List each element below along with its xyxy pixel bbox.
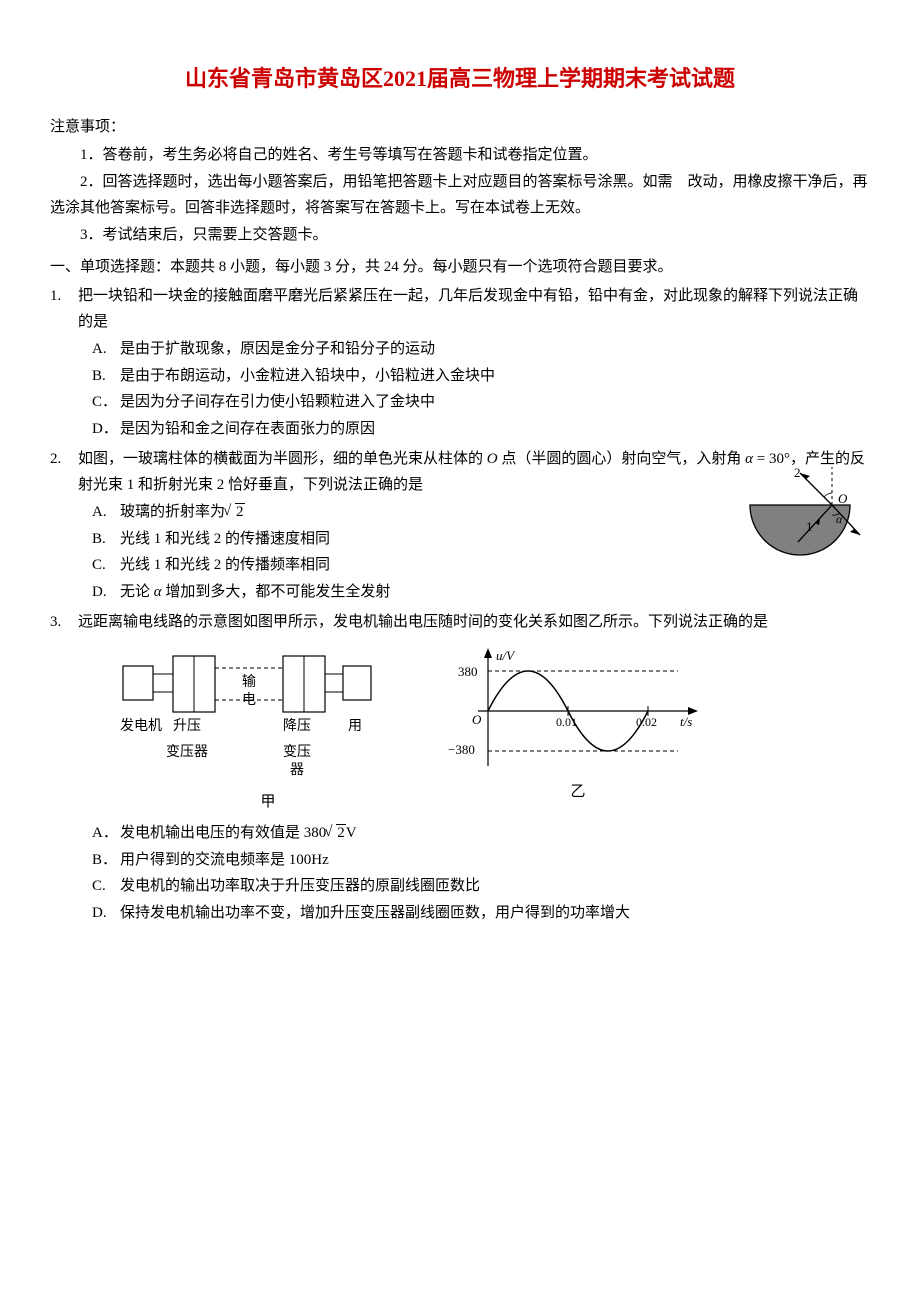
options: A.玻璃的折射率为 2 B.光线 1 和光线 2 的传播速度相同 C.光线 1 和… [78, 500, 638, 605]
option-label: B. [78, 527, 120, 553]
figure-yi: u/V t/s 380 O −380 0.01 0.02 乙 [448, 646, 708, 806]
notice-label: 注意事项： [50, 115, 870, 141]
question-stem: 把一块铅和一块金的接触面磨平磨光后紧紧压在一起，几年后发现金中有铅，铅中有金，对… [78, 284, 870, 335]
axis-label-y: u/V [496, 648, 516, 663]
x-tick: 0.01 [556, 715, 577, 729]
option-c: C.光线 1 和光线 2 的传播频率相同 [78, 553, 638, 579]
section-heading: 一、单项选择题：本题共 8 小题，每小题 3 分，共 24 分。每小题只有一个选… [50, 255, 870, 281]
question-body: 远距离输电线路的示意图如图甲所示，发电机输出电压随时间的变化关系如图乙所示。下列… [78, 610, 870, 927]
label-tr2b: 器 [290, 763, 304, 778]
option-label: A. [78, 337, 120, 363]
option-label: D. [78, 580, 120, 606]
option-label: B. [78, 364, 120, 390]
option-text: 无论 α 增加到多大，都不可能发生全发射 [120, 580, 638, 606]
opt-text-part: 无论 [120, 584, 154, 600]
option-a: A．发电机输出电压的有效值是 380 2V [78, 821, 870, 847]
label-alpha: α [836, 512, 843, 526]
option-d: D.无论 α 增加到多大，都不可能发生全发射 [78, 580, 638, 606]
question-1: 1. 把一块铅和一块金的接触面磨平磨光后紧紧压在一起，几年后发现金中有铅，铅中有… [50, 284, 870, 443]
option-label: C. [78, 553, 120, 579]
semicircle-refraction-diagram: 2 1 O α [720, 465, 880, 575]
option-d: D.保持发电机输出功率不变，增加升压变压器副线圈匝数，用户得到的功率增大 [78, 901, 870, 927]
label-2: 2 [794, 465, 801, 480]
options: A．发电机输出电压的有效值是 380 2V B．用户得到的交流电频率是 100Hz… [78, 821, 870, 926]
label-O: O [838, 491, 848, 506]
option-label: D. [78, 901, 120, 927]
option-text: 用户得到的交流电频率是 100Hz [120, 848, 870, 874]
label-line1: 输 [242, 674, 256, 690]
label-tr2: 变压 [283, 744, 311, 760]
figure-caption: 甲 [260, 790, 275, 816]
label-1: 1 [806, 519, 813, 534]
question-number: 3. [50, 610, 78, 927]
label-user: 用 [348, 719, 362, 734]
question-stem: 远距离输电线路的示意图如图甲所示，发电机输出电压随时间的变化关系如图乙所示。下列… [78, 610, 870, 636]
sqrt-body: 2 [235, 503, 245, 520]
y-tick: −380 [448, 742, 475, 757]
option-label: A. [78, 500, 120, 526]
figure-caption: 乙 [570, 780, 585, 806]
q3-figures: 发电机 升压 变压器 输 电 降压 变压 器 用 甲 [118, 646, 870, 816]
option-text: 玻璃的折射率为 2 [120, 500, 638, 526]
question-body: 把一块铅和一块金的接触面磨平磨光后紧紧压在一起，几年后发现金中有铅，铅中有金，对… [78, 284, 870, 443]
option-c: C.发电机的输出功率取决于升压变压器的原副线圈匝数比 [78, 874, 870, 900]
label-tr: 变压器 [166, 744, 208, 760]
option-text: 发电机输出电压的有效值是 380 2V [120, 821, 870, 847]
sqrt-icon: 2 [225, 500, 245, 526]
option-b: B.光线 1 和光线 2 的传播速度相同 [78, 527, 638, 553]
option-text: 是由于扩散现象，原因是金分子和铅分子的运动 [120, 337, 870, 363]
stem-part: 点（半圆的圆心）射向空气，入射角 [498, 451, 746, 467]
option-label: A． [78, 821, 120, 847]
option-label: D． [78, 417, 120, 443]
option-label: C． [78, 390, 120, 416]
options: A.是由于扩散现象，原因是金分子和铅分子的运动 B.是由于布朗运动，小金粒进入铅… [78, 337, 870, 442]
notice-item: 3．考试结束后，只需要上交答题卡。 [50, 223, 870, 249]
option-label: B． [78, 848, 120, 874]
option-text: 是因为分子间存在引力使小铅颗粒进入了金块中 [120, 390, 870, 416]
label-gen: 发电机 [120, 718, 162, 734]
sqrt-body: 2 [336, 824, 346, 841]
opt-text-part: V [346, 825, 357, 841]
label-up: 升压 [173, 718, 201, 734]
option-label: C. [78, 874, 120, 900]
label-line2: 电 [242, 692, 256, 708]
option-text: 光线 1 和光线 2 的传播频率相同 [120, 553, 638, 579]
y-tick: 380 [458, 664, 478, 679]
voltage-time-graph: u/V t/s 380 O −380 0.01 0.02 [448, 646, 708, 776]
x-tick: 0.02 [636, 715, 657, 729]
option-text: 光线 1 和光线 2 的传播速度相同 [120, 527, 638, 553]
option-a: A.是由于扩散现象，原因是金分子和铅分子的运动 [78, 337, 870, 363]
option-b: B．用户得到的交流电频率是 100Hz [78, 848, 870, 874]
option-b: B.是由于布朗运动，小金粒进入铅块中，小铅粒进入金块中 [78, 364, 870, 390]
option-a: A.玻璃的折射率为 2 [78, 500, 638, 526]
question-number: 1. [50, 284, 78, 443]
option-text: 保持发电机输出功率不变，增加升压变压器副线圈匝数，用户得到的功率增大 [120, 901, 870, 927]
option-text: 是由于布朗运动，小金粒进入铅块中，小铅粒进入金块中 [120, 364, 870, 390]
question-3: 3. 远距离输电线路的示意图如图甲所示，发电机输出电压随时间的变化关系如图乙所示… [50, 610, 870, 927]
option-c: C．是因为分子间存在引力使小铅颗粒进入了金块中 [78, 390, 870, 416]
label-down: 降压 [283, 718, 311, 734]
var-O: O [487, 451, 498, 467]
var-alpha: α [154, 584, 162, 600]
figure-jia: 发电机 升压 变压器 输 电 降压 变压 器 用 甲 [118, 646, 418, 816]
notice-item: 2．回答选择题时，选出每小题答案后，用铅笔把答题卡上对应题目的答案标号涂黑。如需… [50, 170, 870, 221]
opt-text-part: 发电机输出电压的有效值是 380 [120, 825, 326, 841]
question-2: 2. 如图，一玻璃柱体的横截面为半圆形，细的单色光束从柱体的 O 点（半圆的圆心… [50, 447, 870, 606]
exam-page: 山东省青岛市黄岛区2021届高三物理上学期期末考试试题 注意事项： 1．答卷前，… [0, 0, 920, 967]
origin-label: O [472, 712, 482, 727]
opt-text-part: 增加到多大，都不可能发生全发射 [162, 584, 391, 600]
option-d: D．是因为铅和金之间存在表面张力的原因 [78, 417, 870, 443]
axis-label-x: t/s [680, 714, 692, 729]
transmission-diagram: 发电机 升压 变压器 输 电 降压 变压 器 用 [118, 646, 418, 786]
opt-text-part: 玻璃的折射率为 [120, 504, 225, 520]
question-number: 2. [50, 447, 78, 606]
stem-part: 如图，一玻璃柱体的横截面为半圆形，细的单色光束从柱体的 [78, 451, 487, 467]
page-title: 山东省青岛市黄岛区2021届高三物理上学期期末考试试题 [50, 60, 870, 97]
sqrt-icon: 2 [326, 821, 346, 847]
option-text: 发电机的输出功率取决于升压变压器的原副线圈匝数比 [120, 874, 870, 900]
notice-item: 1．答卷前，考生务必将自己的姓名、考生号等填写在答题卡和试卷指定位置。 [50, 143, 870, 169]
option-text: 是因为铅和金之间存在表面张力的原因 [120, 417, 870, 443]
